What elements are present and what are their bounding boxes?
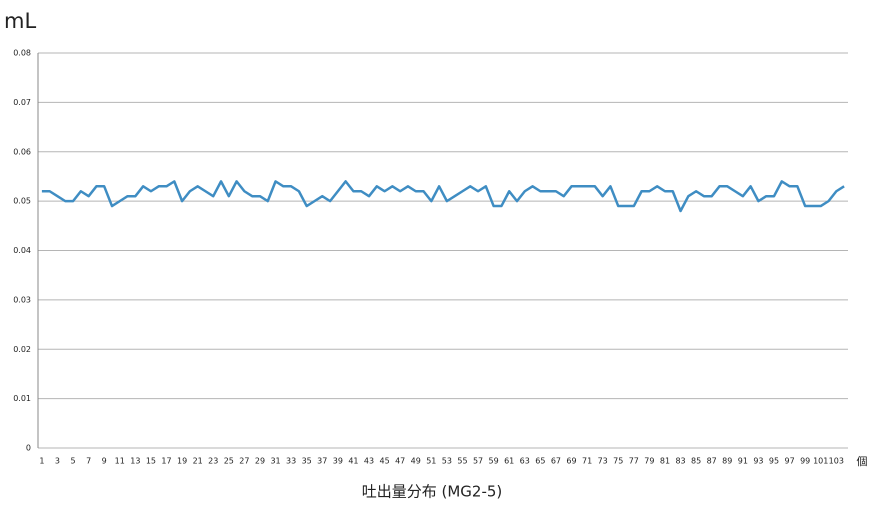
y-tick-label: 0.06 xyxy=(13,147,31,156)
x-tick-label: 89 xyxy=(722,457,732,466)
x-tick-label: 87 xyxy=(707,457,717,466)
x-tick-label: 5 xyxy=(71,457,76,466)
data-line xyxy=(41,180,845,213)
x-tick-label: 13 xyxy=(130,457,140,466)
x-tick-label: 51 xyxy=(426,457,436,466)
x-tick-label: 97 xyxy=(784,457,794,466)
x-tick-label: 27 xyxy=(239,457,249,466)
x-tick-label: 75 xyxy=(613,457,623,466)
x-tick-label: 11 xyxy=(115,457,125,466)
x-tick-label: 65 xyxy=(535,457,545,466)
y-tick-label: 0.08 xyxy=(13,49,31,58)
x-tick-label: 85 xyxy=(691,457,701,466)
y-tick-label: 0 xyxy=(26,444,31,453)
x-tick-label: 101 xyxy=(813,457,828,466)
x-tick-label: 63 xyxy=(520,457,530,466)
y-tick-label: 0.03 xyxy=(13,295,31,304)
x-tick-label: 103 xyxy=(829,457,844,466)
x-tick-label: 33 xyxy=(286,457,296,466)
x-tick-label: 53 xyxy=(442,457,452,466)
x-tick-label: 67 xyxy=(551,457,561,466)
x-tick-label: 71 xyxy=(582,457,592,466)
x-tick-label: 69 xyxy=(566,457,576,466)
x-tick-label: 83 xyxy=(675,457,685,466)
x-tick-label: 81 xyxy=(660,457,670,466)
y-axis-label: mL xyxy=(4,9,36,33)
x-tick-label: 7 xyxy=(86,457,91,466)
x-tick-label: 61 xyxy=(504,457,514,466)
x-tick-label: 77 xyxy=(629,457,639,466)
y-tick-label: 0.02 xyxy=(13,345,31,354)
x-tick-label: 57 xyxy=(473,457,483,466)
x-tick-label: 95 xyxy=(769,457,779,466)
x-tick-label: 17 xyxy=(161,457,171,466)
x-tick-label: 99 xyxy=(800,457,810,466)
x-tick-label: 21 xyxy=(193,457,203,466)
x-tick-label: 31 xyxy=(270,457,280,466)
x-tick-label: 3 xyxy=(55,457,60,466)
y-tick-label: 0.04 xyxy=(13,246,31,255)
x-tick-label: 55 xyxy=(457,457,467,466)
x-tick-label: 73 xyxy=(598,457,608,466)
y-tick-label: 0.01 xyxy=(13,394,31,403)
x-tick-label: 59 xyxy=(489,457,499,466)
x-tick-label: 79 xyxy=(644,457,654,466)
x-tick-label: 49 xyxy=(411,457,421,466)
x-axis-label: 個 xyxy=(857,455,868,468)
x-tick-label: 39 xyxy=(333,457,343,466)
x-tick-label: 47 xyxy=(395,457,405,466)
x-tick-label: 41 xyxy=(348,457,358,466)
x-tick-label: 23 xyxy=(208,457,218,466)
x-tick-label: 37 xyxy=(317,457,327,466)
x-tick-label: 43 xyxy=(364,457,374,466)
x-tick-label: 93 xyxy=(753,457,763,466)
x-tick-label: 9 xyxy=(102,457,107,466)
y-tick-label: 0.07 xyxy=(13,98,31,107)
x-tick-label: 19 xyxy=(177,457,187,466)
x-tick-label: 35 xyxy=(302,457,312,466)
x-tick-label: 25 xyxy=(224,457,234,466)
x-tick-label: 29 xyxy=(255,457,265,466)
x-tick-label: 91 xyxy=(738,457,748,466)
x-tick-label: 15 xyxy=(146,457,156,466)
x-tick-label: 1 xyxy=(39,457,44,466)
y-tick-label: 0.05 xyxy=(13,197,31,206)
chart-title: 吐出量分布 (MG2-5) xyxy=(362,483,503,501)
x-tick-label: 45 xyxy=(379,457,389,466)
